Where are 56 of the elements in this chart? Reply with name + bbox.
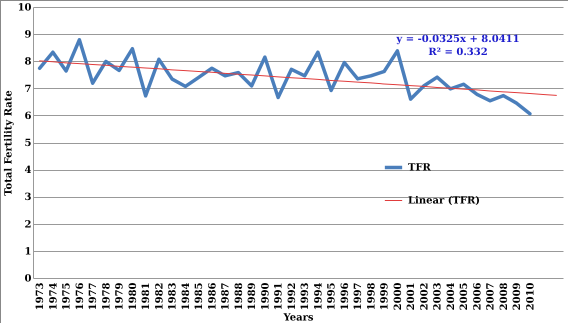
y-tick-label: 2	[24, 219, 32, 230]
x-tick-label: 1985	[194, 282, 206, 310]
line-series	[39, 60, 557, 96]
x-tick-label: 1998	[366, 282, 378, 310]
legend-label: TFR	[408, 162, 432, 174]
legend-label: Linear (TFR)	[408, 196, 480, 206]
x-tick-label: 2005	[459, 282, 470, 310]
x-tick-label: 2006	[472, 282, 484, 310]
x-tick-label: 2008	[498, 282, 510, 310]
annotation: y = -0.0325x + 8.0411	[395, 34, 520, 45]
x-tick-label: 2007	[486, 282, 497, 310]
x-tick-label: 1989	[247, 282, 258, 310]
x-tick-label: 1996	[340, 282, 351, 310]
y-tick-label: 6	[24, 110, 32, 122]
x-tick-label: 1978	[101, 282, 112, 310]
y-tick-label: 7	[24, 84, 32, 95]
y-tick-label: 4	[24, 165, 32, 176]
y-tick-label: 0	[24, 274, 32, 284]
x-tick-label: 1999	[380, 282, 391, 310]
y-tick-label: 5	[24, 138, 32, 149]
x-axis-title: Years	[282, 312, 314, 323]
x-tick-label: 1986	[207, 282, 218, 310]
x-tick-label: 1974	[48, 282, 60, 310]
y-tick-label: 3	[24, 192, 32, 204]
x-tick-label: 1984	[180, 282, 192, 310]
y-tick-label: 8	[24, 56, 32, 68]
x-tick-label: 2003	[432, 282, 444, 310]
x-tick-label: 1975	[62, 282, 73, 310]
x-tick-label: 1979	[114, 282, 126, 310]
x-tick-label: 1990	[260, 282, 272, 310]
annotation: R² = 0.332	[428, 47, 488, 58]
x-tick-label: 1993	[300, 282, 312, 310]
x-tick-label: 1988	[234, 282, 245, 310]
x-tick-label: 1987	[220, 282, 232, 310]
x-tick-label: 2009	[512, 282, 524, 310]
x-tick-label: 1995	[326, 282, 338, 310]
x-tick-label: 1992	[286, 282, 298, 310]
x-tick-label: 1997	[353, 282, 364, 310]
x-tick-label: 2000	[392, 282, 404, 310]
x-tick-label: 1980	[128, 282, 139, 310]
y-axis-title: Total Fertility Rate	[4, 90, 15, 196]
x-tick-label: 2002	[419, 282, 430, 310]
x-tick-label: 1982	[154, 282, 166, 310]
y-tick-label: 1	[24, 246, 32, 258]
x-tick-label: 2001	[406, 282, 418, 310]
x-tick-label: 1981	[141, 282, 152, 310]
x-tick-label: 1991	[274, 282, 285, 310]
x-tick-label: 1994	[313, 282, 324, 310]
x-tick-label: 1977	[88, 282, 100, 310]
y-tick-label: 10	[18, 2, 32, 14]
x-tick-label: 1983	[168, 282, 179, 310]
x-tick-label: 2010	[525, 282, 536, 310]
y-tick-label: 9	[24, 30, 32, 41]
x-tick-label: 1973	[35, 282, 46, 310]
x-tick-label: 1976	[74, 282, 86, 310]
x-tick-label: 2004	[446, 282, 457, 310]
